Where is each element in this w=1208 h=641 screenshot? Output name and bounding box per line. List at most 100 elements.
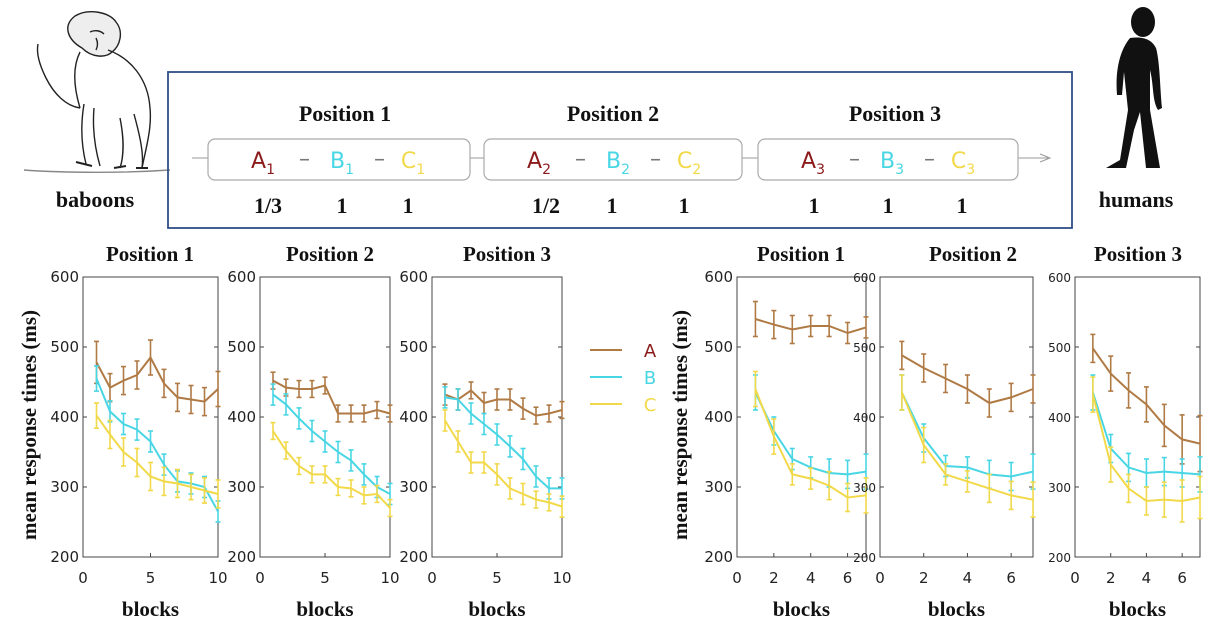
sequence-frame: [167, 71, 1073, 229]
y-axis-label: mean response times (ms): [17, 310, 41, 540]
chart-title: Position 2: [929, 242, 1017, 266]
series-line-A: [272, 379, 391, 415]
x-tick-label: 6: [843, 569, 853, 587]
series-C: [899, 374, 1036, 518]
chart-title: Position 2: [286, 242, 374, 266]
x-axis-label: blocks: [1109, 597, 1166, 621]
x-tick-label: 0: [1070, 569, 1080, 587]
series-line-C: [754, 388, 867, 499]
y-tick-label: 500: [1048, 341, 1071, 355]
x-tick-label: 10: [552, 569, 571, 587]
humans-chart-1: Position 1 200 300 400 500 600 0 2 4 6 blocks mean …: [668, 242, 869, 621]
y-tick-label: 400: [1048, 411, 1071, 425]
series-line-B: [444, 396, 562, 490]
x-tick-label: 2: [919, 569, 929, 587]
sequence-dash: –: [575, 147, 586, 172]
series-line-A: [444, 389, 563, 417]
y-tick-label: 300: [399, 478, 428, 496]
series-line-A: [755, 318, 867, 335]
x-tick-label: 0: [255, 569, 265, 587]
plot-frame: [1074, 276, 1201, 558]
arrow-head-icon: [1039, 153, 1052, 163]
series-line-C: [444, 419, 563, 508]
series-line-A: [901, 354, 1034, 405]
x-tick-label: 0: [427, 569, 437, 587]
y-tick-label: 300: [50, 478, 79, 496]
x-tick-label: 0: [875, 569, 885, 587]
plot-frame: [259, 276, 391, 558]
series-line-A: [95, 355, 219, 403]
sequence-position-2: Position 2A2– B2– C21/2 1 1: [483, 101, 743, 218]
plot-frame: [431, 276, 563, 558]
sequence-position-3: Position 3A3– B3– C31 1 1: [757, 101, 1019, 218]
transition-probability: 1: [403, 193, 414, 218]
sequence-item-B: B2: [606, 149, 630, 178]
x-tick-label: 2: [1106, 569, 1116, 587]
y-tick-label: 500: [853, 341, 876, 355]
series-C: [752, 370, 869, 514]
series-C: [270, 421, 393, 518]
chart-title: Position 3: [463, 242, 551, 266]
baboons-chart-2: Position 2 200 300 400 500 600 0 5 10 blocks: [227, 242, 399, 621]
series-line-C: [900, 392, 1034, 501]
x-tick-label: 5: [320, 569, 330, 587]
y-tick-label: 300: [853, 481, 876, 495]
sequence-box: [207, 138, 471, 181]
series-A: [752, 300, 869, 345]
x-tick-label: 2: [769, 569, 779, 587]
x-tick-label: 10: [380, 569, 399, 587]
y-tick-label: 500: [399, 338, 428, 356]
x-tick-label: 4: [963, 569, 973, 587]
sequence-dash: –: [650, 147, 661, 172]
human-silhouette-icon: [1106, 7, 1162, 169]
x-tick-label: 6: [1006, 569, 1016, 587]
x-tick-label: 5: [492, 569, 502, 587]
y-tick-label: 200: [227, 548, 256, 566]
y-tick-label: 600: [399, 268, 428, 286]
y-tick-label: 600: [704, 268, 733, 286]
transition-probability: 1: [957, 193, 968, 218]
sequence-box: [483, 138, 743, 181]
transition-probability: 1: [337, 193, 348, 218]
y-tick-label: 500: [704, 338, 733, 356]
baboons-chart-3: Position 3 200 300 400 500 600 0 5 10 blocks: [399, 242, 571, 621]
chart-title: Position 3: [1094, 242, 1182, 266]
sequence-item-B: B1: [330, 149, 354, 178]
series-A: [270, 371, 393, 423]
transition-probability: 1: [607, 193, 618, 218]
x-axis-label: blocks: [122, 597, 179, 621]
series-line-C: [1091, 394, 1201, 503]
y-tick-label: 500: [227, 338, 256, 356]
x-tick-label: 6: [1177, 569, 1187, 587]
chart-title: Position 1: [106, 242, 194, 266]
y-tick-label: 600: [1048, 271, 1071, 285]
series-B: [94, 365, 221, 523]
x-tick-label: 5: [146, 569, 156, 587]
sequence-box: [757, 138, 1019, 181]
series-A: [899, 340, 1036, 418]
plot-frame: [82, 276, 219, 558]
x-tick-label: 4: [806, 569, 816, 587]
x-axis-label: blocks: [468, 597, 525, 621]
y-tick-label: 400: [853, 411, 876, 425]
transition-probability: 1: [883, 193, 894, 218]
y-tick-label: 600: [50, 268, 79, 286]
legend-label-A: A: [644, 341, 657, 362]
series-line-B: [95, 378, 219, 512]
transition-probability: 1: [809, 193, 820, 218]
series-line-C: [95, 415, 219, 495]
x-tick-label: 10: [208, 569, 227, 587]
legend: ABC: [590, 341, 657, 416]
y-tick-label: 400: [399, 408, 428, 426]
y-tick-label: 200: [704, 548, 733, 566]
y-tick-label: 200: [399, 548, 428, 566]
sequence-position-title: Position 3: [849, 101, 941, 126]
series-C: [1090, 376, 1203, 523]
sequence-dash: –: [849, 147, 860, 172]
transition-probability: 1: [679, 193, 690, 218]
sequence-position-1: Position 1A1– B1– C11/3 1 1: [207, 101, 471, 218]
x-tick-label: 4: [1142, 569, 1152, 587]
legend-label-B: B: [644, 368, 656, 389]
series-A: [94, 339, 221, 417]
